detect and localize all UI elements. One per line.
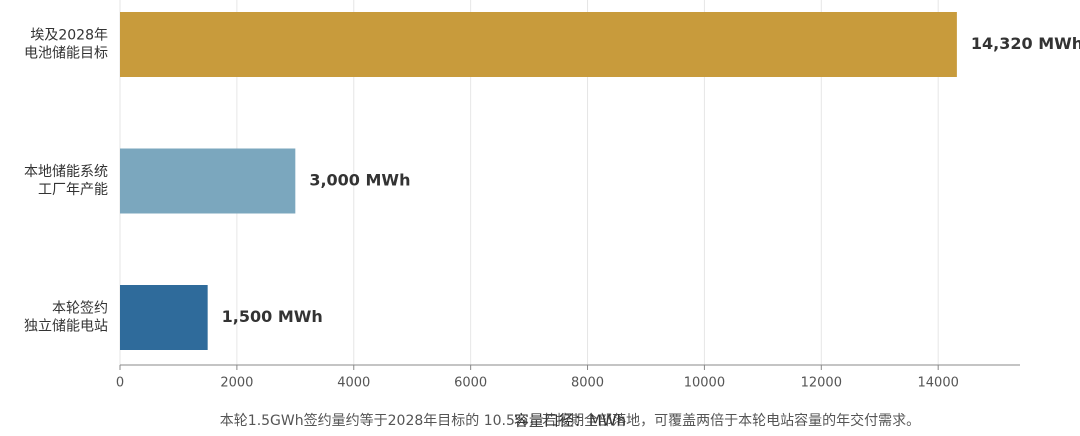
x-tick-label: 2000	[220, 376, 253, 391]
y-tick-label: 埃及2028年电池储能目标	[24, 28, 108, 62]
x-tick-label: 0	[116, 376, 124, 391]
y-tick-label: 本地储能系统工厂年产能	[24, 164, 108, 198]
bar	[120, 285, 208, 350]
x-tick-label: 6000	[454, 376, 487, 391]
bar	[120, 148, 296, 214]
value-label: 14,320 MWh	[971, 34, 1080, 53]
value-label: 3,000 MWh	[309, 171, 410, 190]
footnote: 本轮1.5GWh签约量约等于2028年目标的 10.5%，若按期全部落地，可覆盖…	[220, 412, 920, 429]
x-axis-label: 容量口径：MWh	[514, 412, 626, 430]
x-tick-label: 14000	[918, 376, 959, 391]
y-tick-label: 本轮签约独立储能电站	[24, 300, 108, 335]
x-tick-label: 8000	[571, 376, 604, 391]
x-tick-label: 10000	[684, 376, 725, 391]
x-tick-label: 4000	[337, 376, 370, 391]
x-tick-label: 12000	[801, 376, 842, 391]
bar	[120, 12, 957, 77]
value-label: 1,500 MWh	[222, 307, 323, 326]
